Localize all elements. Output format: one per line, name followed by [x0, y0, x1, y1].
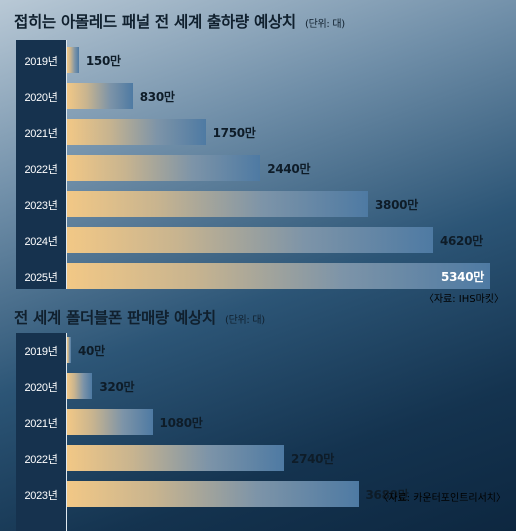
year-column [16, 40, 66, 289]
year-label: 2022년 [24, 164, 58, 176]
bar [67, 47, 79, 73]
year-label: 2023년 [24, 490, 58, 502]
year-label: 2023년 [24, 200, 58, 212]
year-label: 2022년 [24, 454, 58, 466]
bar [67, 263, 490, 289]
value-label: 1750만 [212, 126, 256, 140]
year-label: 2020년 [24, 382, 58, 394]
bar [67, 445, 285, 471]
year-label: 2024년 [24, 236, 58, 248]
value-label: 2740만 [291, 452, 334, 466]
chart-source: 〈자료: 카운터포인트리서치〉 [378, 493, 506, 504]
year-label: 2021년 [24, 128, 58, 140]
year-label: 2019년 [24, 56, 58, 68]
year-label: 2021년 [24, 418, 58, 430]
value-label: 40만 [78, 344, 105, 358]
bar [67, 409, 153, 435]
chart-title-text: 전 세계 폴더블폰 판매량 예상치 [14, 309, 216, 327]
chart-unit-note: (단위: 대) [304, 19, 345, 30]
value-label: 150만 [85, 54, 121, 68]
bar [67, 337, 71, 363]
bar [67, 191, 368, 217]
value-label: 4620만 [439, 234, 483, 248]
year-column [16, 333, 66, 531]
bar [67, 481, 359, 507]
bar [67, 155, 261, 181]
value-label: 2440만 [267, 162, 311, 176]
bar [67, 227, 433, 253]
chart-title-text: 접히는 아몰레드 패널 전 세계 출하량 예상치 [14, 13, 296, 31]
value-label: 3800만 [375, 198, 418, 212]
chart-unit-note: (단위: 대) [224, 315, 265, 326]
year-label: 2025년 [24, 272, 58, 284]
bar [67, 373, 93, 399]
bar [67, 83, 133, 109]
year-label: 2020년 [24, 92, 58, 104]
year-label: 2019년 [24, 346, 58, 358]
value-label: 320만 [99, 380, 135, 394]
chart-title: 전 세계 폴더블폰 판매량 예상치 (단위: 대) [14, 306, 265, 328]
chart-title: 접히는 아몰레드 패널 전 세계 출하량 예상치 (단위: 대) [14, 10, 345, 32]
value-label: 5340만 [441, 270, 484, 284]
value-label: 830만 [139, 90, 175, 104]
year-column-divider [66, 40, 67, 289]
year-column-divider [66, 333, 67, 531]
value-label: 1080만 [159, 416, 203, 430]
bar [67, 119, 206, 145]
chart-source: 〈자료: IHS마킷〉 [423, 294, 504, 305]
value-label: 3680만 [365, 488, 409, 502]
